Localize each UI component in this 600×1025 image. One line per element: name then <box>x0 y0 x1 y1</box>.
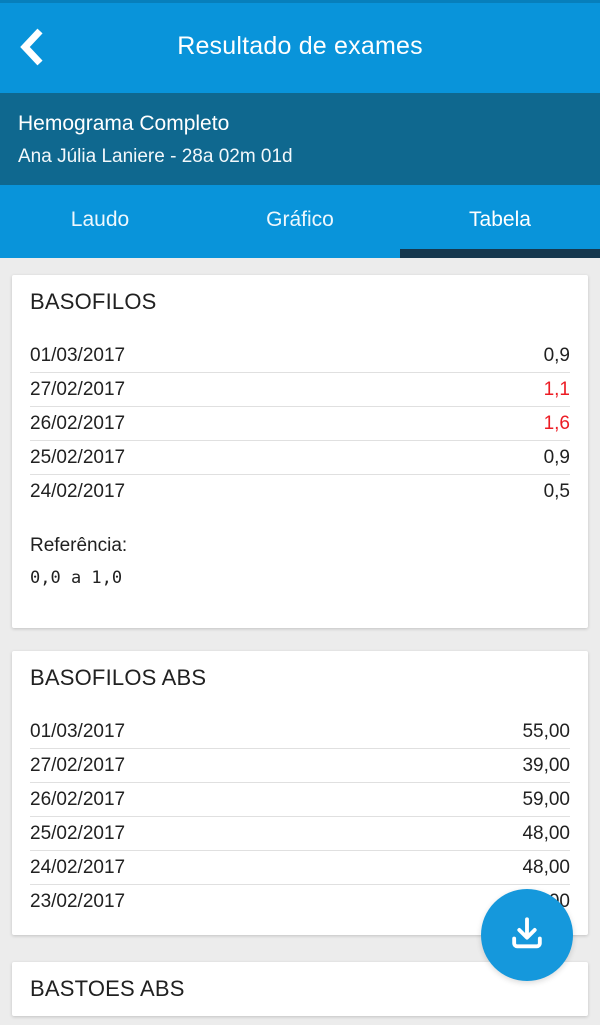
table-row: 24/02/2017 0,5 <box>30 475 570 509</box>
reference-value: 0,0 a 1,0 <box>30 568 123 588</box>
result-table: 01/03/2017 55,00 27/02/2017 39,00 26/02/2017… <box>30 715 570 919</box>
row-date: 26/02/2017 <box>30 412 126 434</box>
table-row: 25/02/2017 48,00 <box>30 817 570 851</box>
patient-info: Ana Júlia Laniere - 28a 02m 01d <box>18 146 293 167</box>
row-value: 0,9 <box>543 446 570 468</box>
row-date: 27/02/2017 <box>30 378 126 400</box>
tab-bar: Laudo Gráfico Tabela <box>0 185 600 258</box>
row-value: 0,9 <box>543 344 570 366</box>
row-value: 55,00 <box>522 720 570 742</box>
table-row: 01/03/2017 55,00 <box>30 715 570 749</box>
row-date: 26/02/2017 <box>30 788 126 810</box>
result-table: 01/03/2017 0,9 27/02/2017 1,1 26/02/2017 1,6 2… <box>30 339 570 509</box>
patient-bar: Hemograma Completo Ana Júlia Laniere - 2… <box>0 93 600 185</box>
section-title: BASTOES ABS <box>30 976 185 1001</box>
download-icon <box>505 912 549 959</box>
row-value: 39,00 <box>522 754 570 776</box>
page-title: Resultado de exames <box>177 32 423 60</box>
tab-grafico[interactable]: Gráfico <box>266 207 334 231</box>
table-row: 01/03/2017 0,9 <box>30 339 570 373</box>
app-header: Resultado de exames <box>0 0 600 93</box>
table-row: 25/02/2017 0,9 <box>30 441 570 475</box>
row-date: 25/02/2017 <box>30 822 126 844</box>
result-card-bastoes-abs: BASTOES ABS <box>12 962 588 1016</box>
row-date: 27/02/2017 <box>30 754 126 776</box>
result-card-basofilos-abs: BASOFILOS ABS 01/03/2017 55,00 27/02/2017 3… <box>12 651 588 935</box>
row-value: 1,1 <box>543 378 570 400</box>
table-row: 27/02/2017 1,1 <box>30 373 570 407</box>
table-row: 27/02/2017 39,00 <box>30 749 570 783</box>
download-button[interactable] <box>481 889 573 981</box>
reference-label: Referência: <box>30 535 128 556</box>
row-value: 48,00 <box>522 856 570 878</box>
row-date: 01/03/2017 <box>30 344 126 366</box>
result-card-basofilos: BASOFILOS 01/03/2017 0,9 27/02/2017 1,1 26/0… <box>12 275 588 628</box>
section-title: BASOFILOS ABS <box>30 665 207 690</box>
section-title: BASOFILOS <box>30 289 157 314</box>
chevron-left-icon <box>18 26 46 71</box>
exam-name: Hemograma Completo <box>18 112 230 135</box>
row-date: 25/02/2017 <box>30 446 126 468</box>
row-value: 48,00 <box>522 822 570 844</box>
back-button[interactable] <box>8 22 56 74</box>
row-date: 23/02/2017 <box>30 891 126 912</box>
row-value: 59,00 <box>522 788 570 810</box>
row-date: 01/03/2017 <box>30 720 126 742</box>
table-row: 24/02/2017 48,00 <box>30 851 570 885</box>
row-date: 24/02/2017 <box>30 481 126 502</box>
row-value: 1,6 <box>543 412 570 434</box>
table-row: 26/02/2017 1,6 <box>30 407 570 441</box>
table-row: 26/02/2017 59,00 <box>30 783 570 817</box>
row-date: 24/02/2017 <box>30 856 126 878</box>
tab-tabela[interactable]: Tabela <box>400 185 600 258</box>
row-value: 0,5 <box>543 481 570 502</box>
reference-block: Referência: 0,0 a 1,0 <box>30 533 570 588</box>
results-content[interactable]: BASOFILOS 01/03/2017 0,9 27/02/2017 1,1 26/0… <box>0 258 600 1016</box>
tab-laudo[interactable]: Laudo <box>70 207 130 231</box>
